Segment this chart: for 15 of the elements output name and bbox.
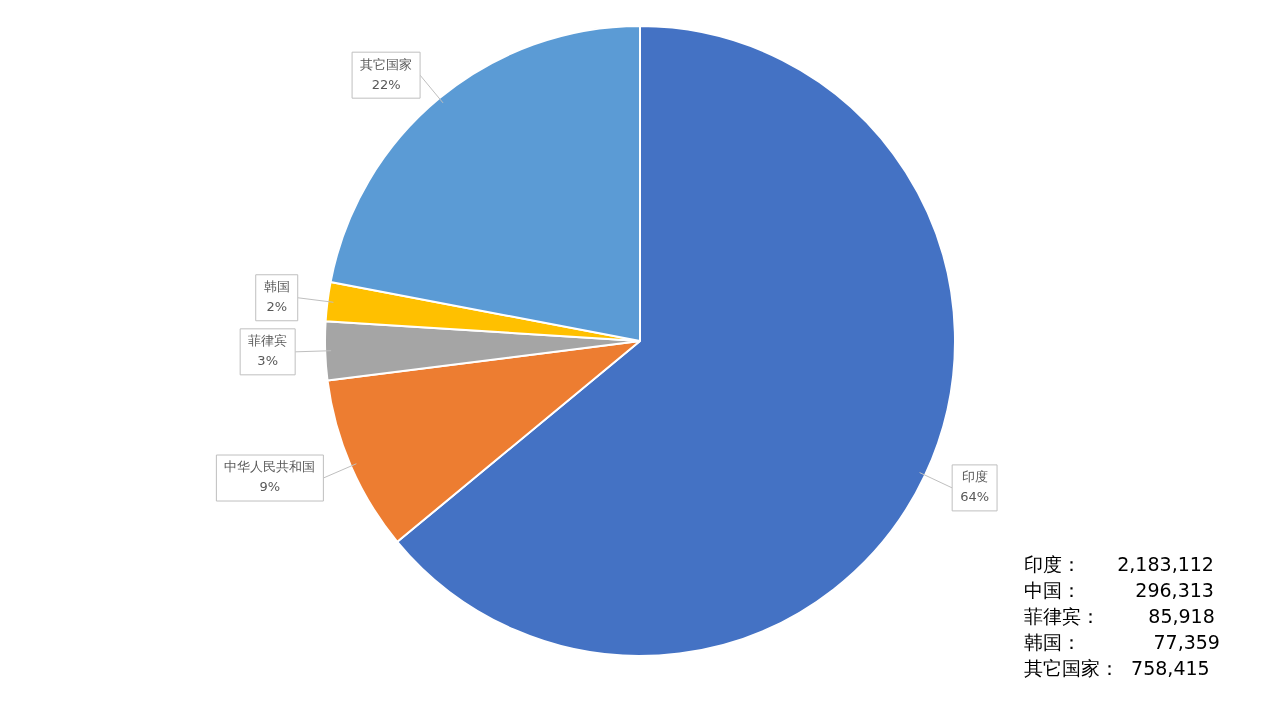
- data-label: 2%: [266, 299, 288, 315]
- text: 韩国： 77,359: [1024, 630, 1220, 655]
- text: 中国： 296,313: [1024, 578, 1215, 603]
- slice-label: 韩国: [263, 279, 290, 295]
- slice-label: 菲律宾: [248, 333, 288, 349]
- slice-label: 其它国家: [360, 56, 413, 72]
- text: 其它国家： 758,415: [1024, 656, 1211, 681]
- slice-label: 中华人民共和国: [224, 459, 316, 475]
- data-label: 9%: [259, 479, 281, 495]
- text: 菲律宾： 85,918: [1024, 604, 1216, 629]
- data-label: 22%: [371, 76, 401, 92]
- text: 印度： 2,183,112: [1024, 552, 1215, 577]
- data-label: 3%: [257, 353, 278, 369]
- data-label: 64%: [960, 489, 990, 505]
- slice-label: 印度: [961, 469, 988, 485]
